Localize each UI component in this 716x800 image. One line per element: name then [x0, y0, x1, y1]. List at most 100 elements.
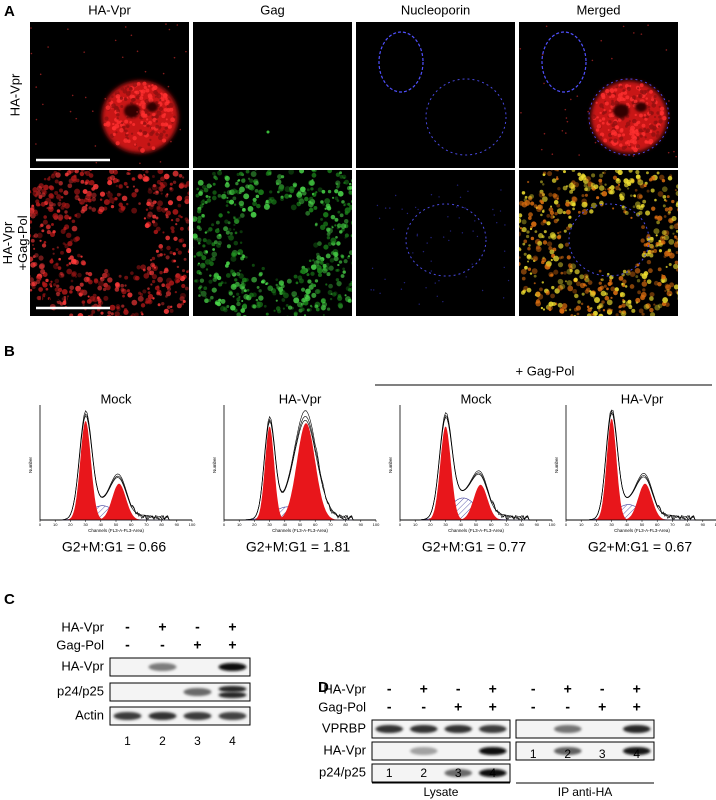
speckle [527, 180, 530, 184]
speckle [265, 312, 269, 316]
speckle [675, 230, 678, 233]
speckle [598, 269, 602, 273]
speckle [178, 238, 183, 243]
speckle [162, 130, 166, 134]
speckle [86, 192, 93, 199]
speckle [147, 287, 150, 290]
speckle [56, 284, 60, 288]
speckle [188, 228, 189, 231]
speckle [303, 314, 307, 316]
speckle [33, 233, 39, 238]
speckle [528, 244, 531, 247]
speckle [589, 291, 596, 297]
speckle [378, 217, 381, 220]
speckle [213, 240, 218, 245]
speckle [648, 138, 654, 144]
speckle [261, 266, 265, 271]
speckle [573, 277, 578, 282]
speckle [132, 122, 136, 127]
speckle [604, 292, 608, 296]
speckle [74, 195, 80, 201]
speckle [609, 185, 615, 190]
speckle [82, 189, 88, 195]
speckle [40, 269, 46, 275]
speckle [633, 147, 638, 153]
blot [515, 741, 655, 761]
speckle [651, 206, 656, 211]
condition-sign: - [531, 699, 536, 715]
speckle [64, 172, 69, 177]
speckle [69, 313, 74, 316]
speckle [530, 257, 534, 260]
speckle [242, 303, 248, 309]
speckle [98, 206, 105, 213]
speckle [320, 297, 327, 304]
speckle [564, 309, 568, 312]
speckle [275, 299, 278, 302]
speckle [81, 317, 84, 320]
speckle [230, 270, 236, 275]
speckle [240, 308, 246, 313]
speckle [300, 287, 306, 292]
speckle [562, 210, 566, 215]
speckle [129, 86, 133, 90]
speckle [68, 262, 72, 265]
speckle [232, 196, 237, 201]
speckle [75, 117, 78, 120]
speckle [52, 213, 59, 219]
speckle [83, 276, 90, 283]
speckle [657, 191, 664, 197]
speckle [610, 286, 616, 292]
condition-label: HA-Vpr [323, 681, 366, 696]
speckle [322, 267, 328, 274]
speckle [300, 186, 306, 193]
speckle [95, 161, 98, 164]
speckle [317, 272, 323, 278]
speckle [165, 215, 169, 219]
speckle [69, 290, 73, 294]
speckle [90, 313, 94, 316]
speckle [146, 266, 152, 271]
speckle [132, 98, 136, 102]
speckle [624, 124, 628, 128]
speckle [87, 198, 92, 203]
speckle [676, 238, 678, 241]
speckle [609, 96, 612, 99]
plot-title: HA-Vpr [621, 391, 664, 406]
speckle [649, 307, 654, 313]
speckle [594, 318, 598, 322]
speckle [545, 25, 548, 28]
speckle [671, 216, 677, 222]
speckle [199, 285, 203, 289]
speckle [57, 266, 62, 270]
speckle [650, 175, 656, 181]
speckle [621, 303, 626, 308]
micrograph-content [266, 130, 270, 134]
speckle [145, 88, 150, 93]
speckle [252, 197, 257, 202]
speckle [165, 23, 167, 25]
speckle [560, 271, 564, 275]
speckle [272, 291, 277, 296]
speckle [265, 282, 269, 285]
speckle [667, 248, 672, 253]
speckle [692, 270, 697, 275]
speckle [633, 138, 636, 140]
speckle [565, 132, 567, 134]
speckle [573, 293, 579, 298]
speckle [58, 181, 63, 186]
speckle [547, 241, 553, 247]
speckle [657, 303, 663, 309]
speckle [204, 295, 207, 298]
speckle [237, 179, 241, 182]
speckle [330, 293, 333, 296]
speckle [199, 290, 202, 293]
speckle [327, 189, 332, 194]
x-tick-label: 100 [373, 522, 380, 527]
speckle [584, 277, 590, 283]
speckle [138, 131, 143, 137]
speckle [519, 262, 521, 267]
x-tick-label: 90 [175, 522, 180, 527]
speckle [697, 224, 702, 229]
speckle [147, 291, 151, 295]
